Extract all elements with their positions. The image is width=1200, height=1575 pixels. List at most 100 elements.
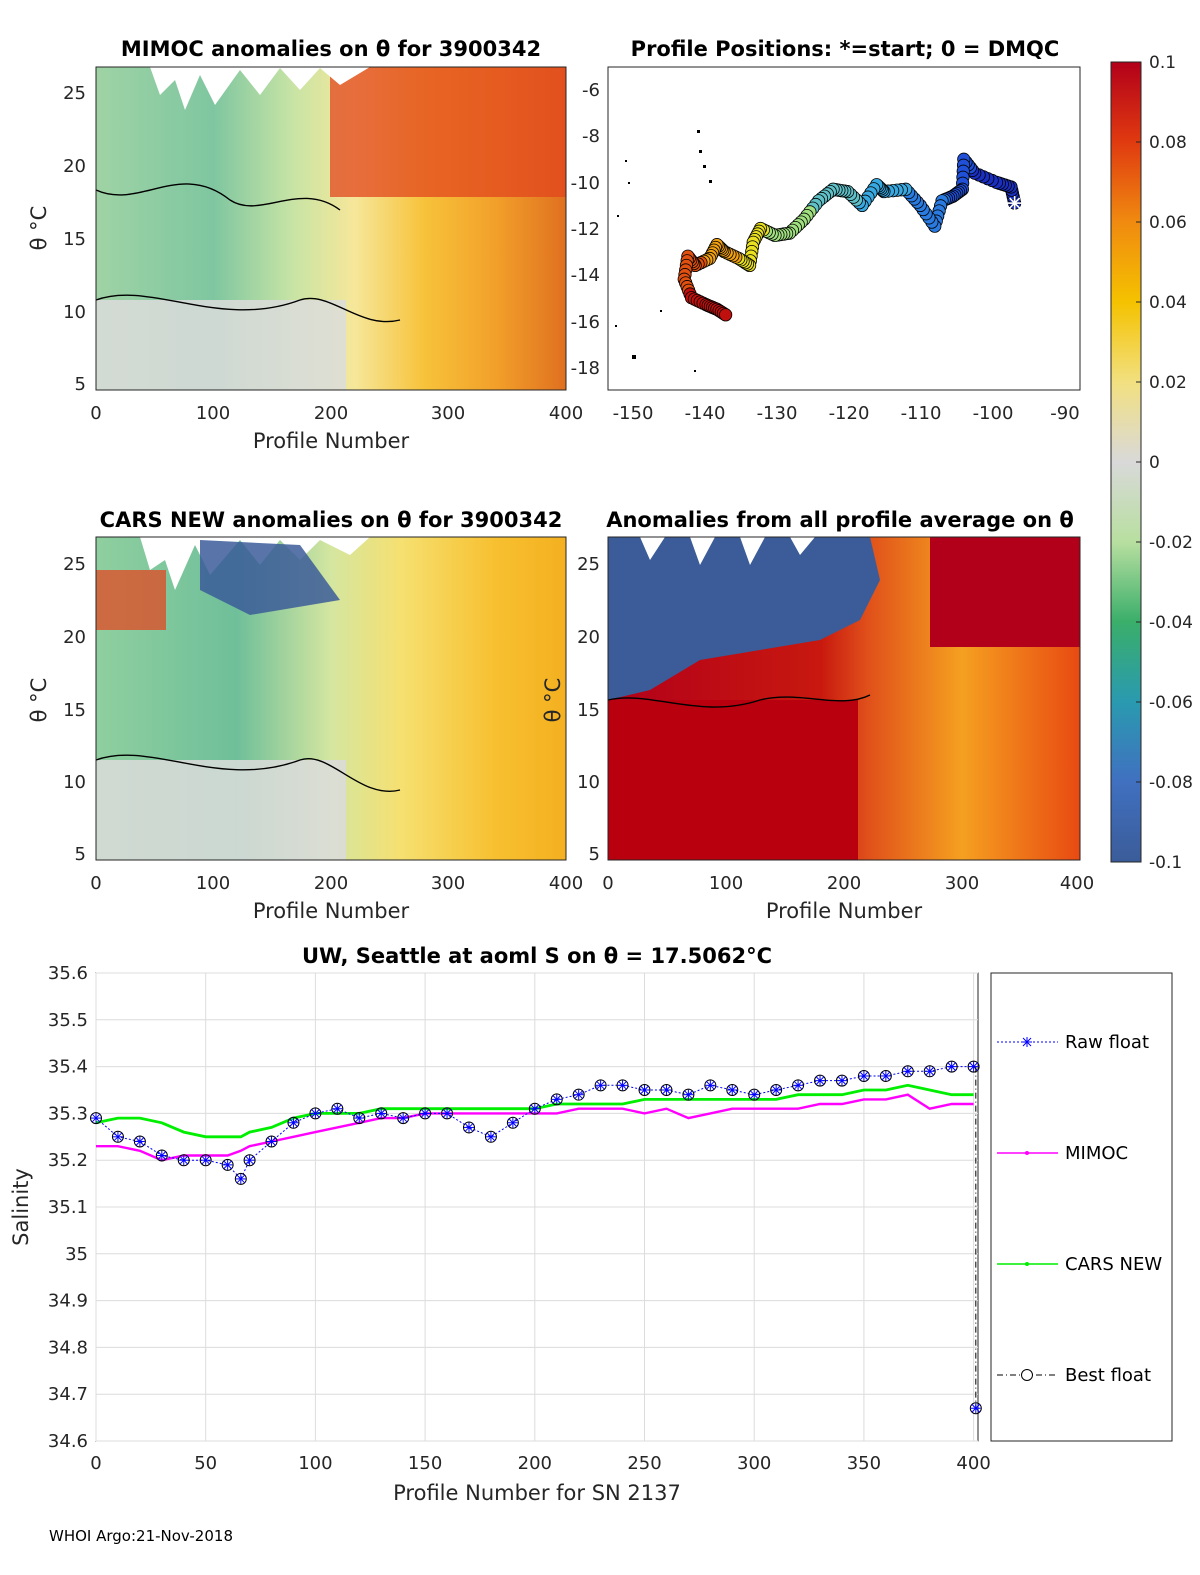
salinity-xticks: 0 50 100 150 200 250 300 350 400	[90, 1453, 991, 1474]
best-float-point	[177, 1154, 190, 1167]
raw-float-point	[529, 1103, 540, 1114]
legend-label: CARS NEW	[1065, 1254, 1162, 1275]
raw-float-point	[112, 1131, 123, 1142]
y-tick-label: 5	[75, 374, 86, 395]
coast-dot	[694, 370, 696, 372]
best-float-point	[309, 1107, 322, 1120]
track-layer	[677, 152, 1022, 322]
x-tick-label: 250	[627, 1453, 661, 1474]
best-float-point	[419, 1107, 432, 1120]
raw-float-point	[288, 1117, 299, 1128]
raw-float-point	[332, 1103, 343, 1114]
best-float-point	[111, 1130, 124, 1143]
colorbar-ticks: 0.1 0.08 0.06 0.04 0.02 0 -0.02 -0.04 -0.06 -0.08…	[1136, 53, 1193, 873]
coast-dot	[660, 310, 662, 312]
y-tick-label: 20	[577, 627, 600, 648]
best-float-point	[199, 1154, 212, 1167]
positions-axes	[607, 66, 1081, 391]
x-tick-label: 100	[196, 403, 230, 424]
best-float-point	[638, 1084, 651, 1096]
x-tick-label: 100	[709, 873, 743, 894]
cars-contour	[95, 754, 401, 793]
y-tick-label: 20	[63, 156, 86, 177]
raw-float-point	[749, 1089, 760, 1100]
raw-float-point	[354, 1113, 365, 1124]
legend-label: MIMOC	[1065, 1143, 1128, 1164]
raw-float-point	[420, 1108, 431, 1119]
average-warm-region	[930, 537, 1080, 647]
raw-float-point	[639, 1085, 650, 1095]
y-tick-label: 25	[63, 554, 86, 575]
raw-float-point	[771, 1085, 782, 1095]
average-ylabel: θ °C	[541, 678, 565, 723]
y-tick-label: 10	[577, 772, 600, 793]
x-tick-label: 400	[549, 403, 583, 424]
colorbar-tick-label: 0.06	[1149, 213, 1187, 233]
coast-dot	[697, 130, 700, 133]
y-tick-label: -12	[571, 219, 600, 240]
x-tick-label: 0	[602, 873, 613, 894]
raw-float-point	[156, 1150, 167, 1161]
y-tick-label: 5	[589, 844, 600, 865]
x-tick-label: 150	[408, 1453, 442, 1474]
salinity-yticks: 34.6 34.7 34.8 34.9 35 35.1 35.2 35.3 35.4 35.5 35…	[48, 963, 88, 1452]
best-float-point	[572, 1088, 585, 1101]
mimoc-xlabel: Profile Number	[253, 429, 410, 453]
mimoc-axes	[95, 66, 567, 391]
raw-float-point	[178, 1155, 189, 1166]
best-float-point	[770, 1084, 783, 1096]
best-float-point	[792, 1079, 805, 1092]
raw-float-point	[815, 1075, 826, 1086]
raw-float-point	[858, 1070, 869, 1081]
raw-float-point	[880, 1070, 891, 1081]
x-tick-label: -120	[829, 403, 870, 424]
best-float-point	[243, 1154, 256, 1167]
y-tick-label: -8	[582, 126, 600, 147]
salinity-legend: Raw float MIMOC CARS NEW Best float	[990, 972, 1173, 1442]
colorbar-tick-label: 0.1	[1149, 53, 1176, 73]
x-tick-label: 0	[90, 873, 101, 894]
raw-float-point	[463, 1122, 474, 1133]
average-xlabel: Profile Number	[766, 899, 923, 923]
legend-item: CARS NEW	[997, 1254, 1162, 1275]
coast-dot	[628, 182, 630, 184]
legend-item: Best float	[997, 1365, 1151, 1386]
mimoc-xticks: 0 100 200 300 400	[90, 403, 583, 424]
x-tick-label: 100	[196, 873, 230, 894]
raw-float-point	[244, 1155, 255, 1166]
raw-float-point	[551, 1094, 562, 1105]
best-float-point	[594, 1079, 607, 1092]
best-float-point	[550, 1093, 563, 1106]
best-float-point	[835, 1074, 848, 1087]
raw-float-point	[200, 1155, 211, 1166]
x-tick-label: 50	[194, 1453, 217, 1474]
x-tick-label: 100	[298, 1453, 332, 1474]
best-float-point	[857, 1069, 870, 1082]
profile-position-marker	[719, 308, 733, 322]
best-float-point	[726, 1084, 739, 1096]
raw-float-point	[376, 1108, 387, 1119]
raw-float-point	[485, 1131, 496, 1142]
colorbar-tick-label: -0.02	[1149, 533, 1193, 553]
cars-new-line	[95, 1083, 974, 1139]
y-tick-label: 35.1	[48, 1197, 88, 1218]
footer-credit: WHOI Argo:21-Nov-2018	[49, 1527, 233, 1545]
y-tick-label: 15	[63, 700, 86, 721]
y-tick-label: 10	[63, 302, 86, 323]
salinity-ylabel: Salinity	[9, 1168, 33, 1246]
cars-ylabel: θ °C	[27, 678, 51, 723]
y-tick-label: 35.2	[48, 1150, 88, 1171]
coast-dot	[709, 180, 712, 183]
y-tick-label: 35.6	[48, 963, 88, 984]
raw-float-point	[442, 1108, 453, 1119]
x-tick-label: 200	[314, 873, 348, 894]
best-float-point	[616, 1079, 629, 1092]
raw-float-point	[266, 1136, 277, 1147]
best-float-point	[462, 1121, 475, 1134]
x-tick-label: -100	[973, 403, 1014, 424]
best-float-point	[901, 1065, 914, 1078]
x-tick-label: 300	[737, 1453, 771, 1474]
raw-float-point	[573, 1089, 584, 1100]
coast-dot	[615, 325, 617, 327]
